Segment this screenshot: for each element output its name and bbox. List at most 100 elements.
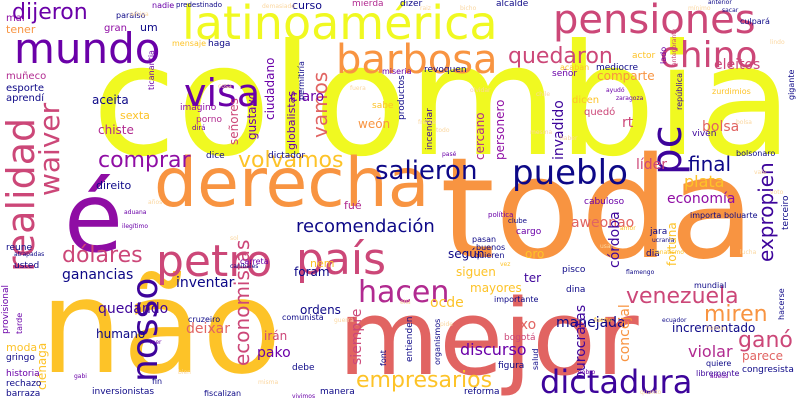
word-vale: vale — [754, 169, 767, 176]
word-rt: rt — [622, 115, 634, 131]
word-comunista: comunista — [282, 313, 324, 322]
word-pensiones: pensiones — [553, 0, 756, 43]
word-discurso: discurso — [460, 340, 527, 359]
word-direito: direito — [96, 179, 132, 192]
word-permitiria: permitiría — [297, 61, 306, 100]
word-salieron: salieron — [375, 156, 478, 186]
word-cosa: cosa — [218, 83, 232, 90]
word-clube: clube — [508, 217, 527, 225]
word-culpara: culpará — [740, 17, 770, 26]
word-personero: personero — [493, 99, 507, 160]
word-segun: según — [448, 247, 485, 261]
word-imagino: imagino — [180, 103, 217, 113]
word-pasan: pasan — [472, 235, 497, 244]
word-leer: leer — [150, 339, 162, 346]
word-adeus: adeus — [710, 373, 729, 380]
word-ilegitimo: ilegítimo — [122, 223, 149, 230]
word-manera: manera — [320, 387, 355, 397]
word-quieren: quieren — [474, 251, 505, 260]
word-terceiro: terceiro — [781, 195, 791, 230]
word-dia: dia — [646, 249, 660, 259]
word-minimo: mínimo — [688, 5, 711, 12]
word-rechazo: rechazo — [6, 379, 42, 389]
word-senor: señor — [552, 69, 578, 79]
word-vez: vez — [500, 261, 511, 268]
word-sabe: sabe — [372, 101, 394, 111]
word-iran: irán — [264, 329, 288, 343]
word-mal: mal — [6, 13, 25, 24]
word-dira: dirá — [192, 124, 206, 132]
word-dicen: dicen — [572, 95, 600, 106]
word-bolsa-small: bolsa — [736, 119, 752, 126]
word-colombia: colombia — [92, 12, 793, 191]
word-quiere: quiere — [706, 359, 732, 368]
word-todo: todo — [436, 127, 450, 134]
word-gigante: gigante — [787, 69, 796, 100]
word-inversionistas: inversionistas — [92, 387, 155, 397]
word-mesma: mesma — [530, 129, 553, 136]
word-vivimos: vivimos — [292, 393, 316, 400]
word-reune: reune — [6, 243, 32, 253]
word-demasiado: demasiado — [262, 3, 295, 10]
word-voto: voto — [770, 189, 784, 196]
word-paraiso: paraíso — [116, 11, 146, 20]
word-haga: haga — [208, 39, 231, 49]
word-senores: señores — [227, 98, 241, 145]
word-nem: nem — [310, 257, 335, 270]
word-foram: foram — [294, 265, 330, 279]
word-dizer: dizer — [400, 0, 423, 9]
word-bolsonaro: bolsonaro — [736, 149, 776, 158]
word-ordens: ordens — [300, 303, 341, 317]
word-predestinado: predestinado — [176, 1, 223, 9]
word-importa: importa — [690, 211, 722, 220]
word-ticanantia: ticanantia — [147, 50, 156, 90]
word-flamengo: flamengo — [626, 269, 655, 276]
word-aceita: aceita — [92, 93, 129, 107]
word-cercano: cercano — [473, 112, 487, 160]
word-zurdimios: zurdimios — [712, 87, 751, 96]
word-mundo: mundo — [14, 24, 161, 73]
word-quedo: quedó — [584, 107, 616, 118]
word-quanto: quanto — [640, 389, 662, 396]
word-ter: ter — [524, 271, 542, 285]
word-comparte: comparte — [597, 69, 655, 83]
word-buenos: buenos — [476, 243, 506, 252]
word-pide: pide — [440, 321, 453, 328]
word-final: final — [688, 152, 732, 176]
word-parece: parece — [742, 349, 784, 363]
word-esporte: esporte — [6, 83, 45, 94]
word-pase: pasé — [442, 151, 457, 158]
word-provisional: provisional — [1, 285, 11, 334]
word-deixar: deixar — [186, 321, 231, 337]
word-cordoba: córdoba — [607, 211, 623, 268]
word-politica: política — [488, 211, 514, 219]
word-republica: república — [675, 72, 684, 110]
word-ecuador: ecuador — [662, 317, 687, 324]
word-weon: weón — [358, 117, 391, 131]
word-globalistas: globalistas — [285, 90, 298, 150]
word-raiz: raiz — [420, 5, 431, 12]
word-fiscalizan: fiscalizan — [204, 389, 242, 398]
word-anteriorante: anteriorante — [671, 28, 678, 66]
word-dictadura: dictadura — [540, 363, 693, 400]
word-latinoamerica: latinoamérica — [182, 0, 498, 50]
word-productos: productos — [397, 75, 407, 120]
word-amor: amor — [620, 225, 636, 232]
word-mierda: mierda — [352, 0, 384, 9]
word-atrapadas: atrapadas — [14, 251, 45, 258]
word-barbosa: barbosa — [336, 37, 498, 83]
word-quedaron: quedaron — [508, 44, 613, 69]
word-gustavo: gustavo — [245, 92, 259, 140]
word-gringo: gringo — [6, 353, 35, 363]
word-anterior: anterior — [708, 0, 732, 6]
word-libremente: libremente — [696, 369, 740, 378]
word-cargo: cargo — [516, 227, 542, 237]
word-figura: figura — [498, 361, 525, 371]
word-bogota: bogotá — [504, 333, 536, 343]
word-fanatismo: fanatismo — [654, 249, 684, 256]
word-chino: chino — [660, 35, 758, 76]
word-bolsa: bolsa — [702, 119, 740, 135]
word-ocde: ocde — [430, 295, 464, 311]
word-aprendi: aprendí — [6, 93, 44, 104]
